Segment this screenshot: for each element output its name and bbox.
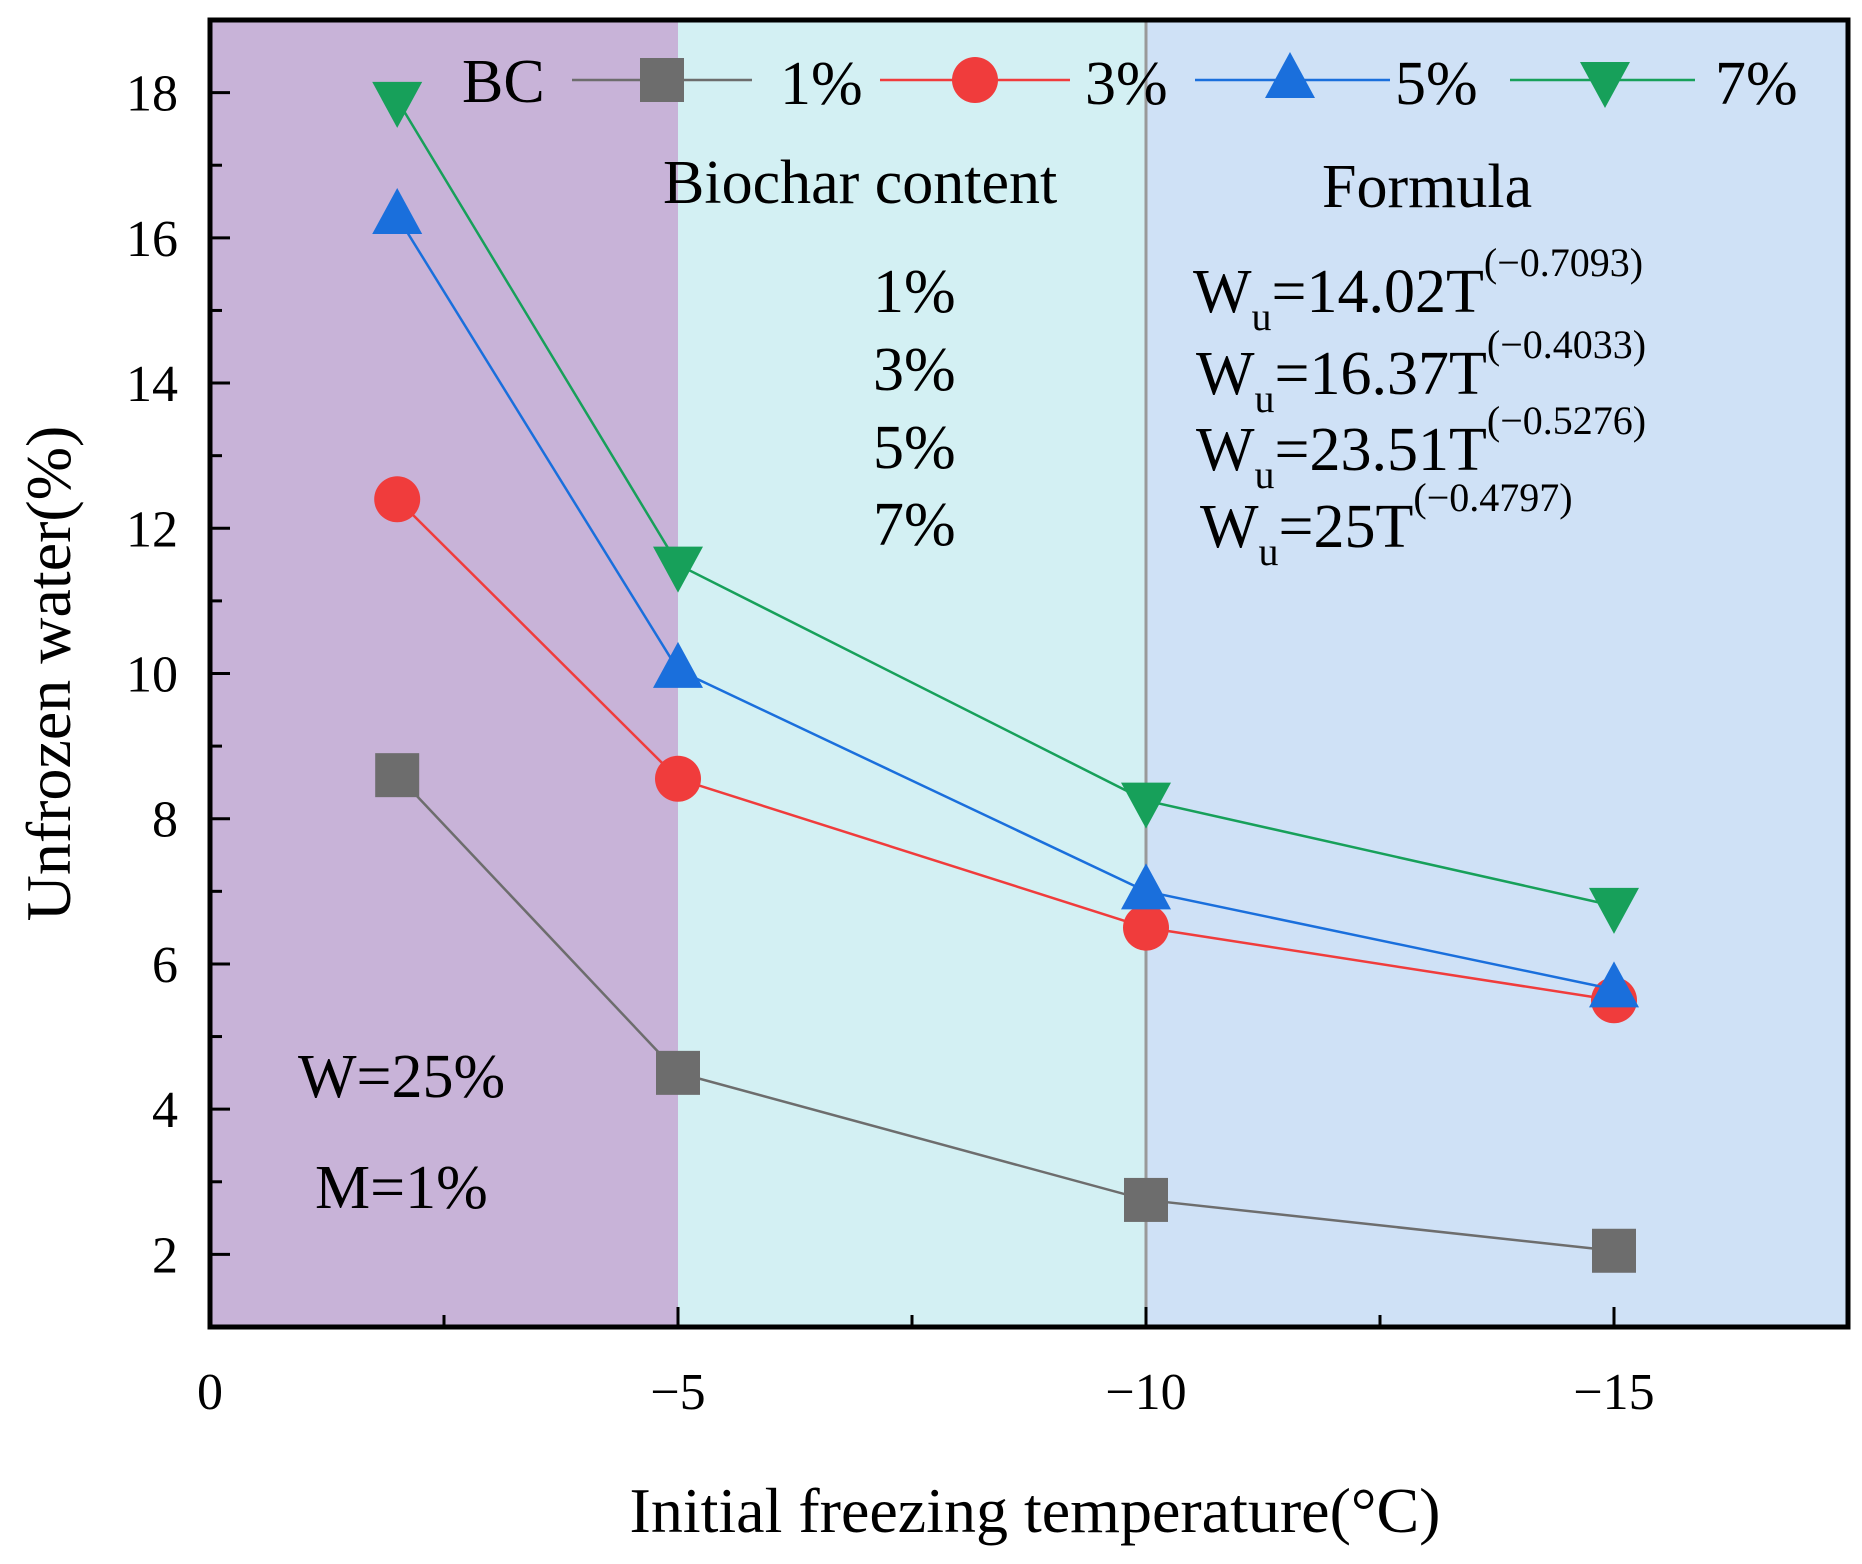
formula-item: Wu=16.37T(−0.4033) — [1196, 322, 1646, 421]
data-point — [656, 1050, 700, 1095]
x-tick-label: −10 — [1105, 1364, 1186, 1421]
legend-label: 3% — [1085, 50, 1168, 118]
formula-header: Formula — [1322, 153, 1532, 221]
biochar-content-item: 7% — [873, 491, 956, 559]
tick-labels: 0 −5 −10 −15 2 4 6 8 10 12 14 16 18 — [126, 66, 1655, 1421]
data-point — [1592, 1228, 1636, 1273]
data-point — [1124, 1177, 1168, 1222]
biochar-content-list: 1% 3% 5% 7% — [873, 258, 956, 559]
series-3 — [372, 188, 1639, 1008]
series-4 — [372, 81, 1639, 934]
y-tick-label: 2 — [152, 1227, 178, 1284]
biochar-content-header: Biochar content — [663, 149, 1057, 217]
data-point — [1123, 904, 1169, 951]
legend-marker — [640, 58, 684, 102]
background-band-1 — [210, 20, 678, 1327]
legend: BC 1% 3% 5% 7% — [462, 48, 1798, 118]
x-axis-title: Initial freezing temperature(°C) — [630, 1475, 1441, 1546]
legend-label: 1% — [780, 50, 863, 118]
water-content-label: W=25% — [298, 1043, 505, 1111]
background-band-2 — [678, 20, 1146, 1327]
formula-list: Wu=14.02T(−0.7093)Wu=16.37T(−0.4033)Wu=2… — [1193, 240, 1646, 574]
data-point — [653, 641, 703, 688]
x-tick-label: −15 — [1573, 1364, 1654, 1421]
legend-label: 7% — [1715, 50, 1798, 118]
data-point — [1121, 782, 1171, 829]
legend-item-5pct: 5% — [1195, 50, 1478, 118]
data-point — [655, 755, 701, 802]
legend-item-1pct: 1% — [572, 50, 863, 118]
x-tick-label: −5 — [650, 1364, 705, 1421]
data-point — [372, 81, 423, 128]
data-point — [375, 753, 420, 798]
series-line — [396, 774, 1615, 1253]
biochar-content-item: 1% — [873, 258, 956, 326]
y-axis-title: Unfrozen water(%) — [13, 426, 84, 922]
legend-item-7pct: 7% — [1510, 50, 1798, 118]
m-content-label: M=1% — [315, 1154, 488, 1222]
y-tick-label: 16 — [126, 211, 178, 268]
y-tick-label: 12 — [126, 501, 178, 558]
legend-label: 5% — [1395, 50, 1478, 118]
biochar-content-item: 5% — [873, 414, 956, 482]
background-bands — [210, 20, 1848, 1327]
legend-marker — [1265, 52, 1315, 98]
y-tick-label: 8 — [152, 792, 178, 849]
y-tick-label: 10 — [126, 647, 178, 704]
annotations: Biochar content Formula 1% 3% 5% 7% Wu=14.0… — [298, 149, 1646, 1222]
legend-item-3pct: 3% — [880, 50, 1168, 118]
legend-marker — [1580, 62, 1630, 108]
data-point — [372, 188, 423, 235]
series-line — [396, 99, 1615, 908]
series-line — [396, 498, 1615, 1002]
legend-title: BC — [462, 48, 545, 116]
axis-ticks — [208, 18, 1616, 1329]
y-tick-label: 4 — [152, 1082, 178, 1139]
biochar-content-item: 3% — [873, 336, 956, 404]
data-point — [1589, 887, 1639, 934]
background-band-3 — [1146, 20, 1848, 1327]
data-point — [1121, 863, 1171, 910]
series-layer — [372, 81, 1639, 1273]
series-1 — [375, 753, 1636, 1273]
data-point — [374, 476, 421, 523]
data-point — [1589, 961, 1639, 1008]
x-tick-label: 0 — [197, 1364, 223, 1421]
y-tick-label: 14 — [126, 356, 178, 413]
formula-item: Wu=23.51T(−0.5276) — [1196, 398, 1646, 497]
y-tick-label: 18 — [126, 66, 178, 123]
y-tick-label: 6 — [152, 937, 178, 994]
formula-item: Wu=14.02T(−0.7093) — [1193, 240, 1643, 339]
formula-item: Wu=25T(−0.4797) — [1200, 475, 1573, 574]
data-point — [653, 546, 703, 593]
legend-marker — [952, 57, 998, 103]
series-line — [396, 215, 1615, 991]
